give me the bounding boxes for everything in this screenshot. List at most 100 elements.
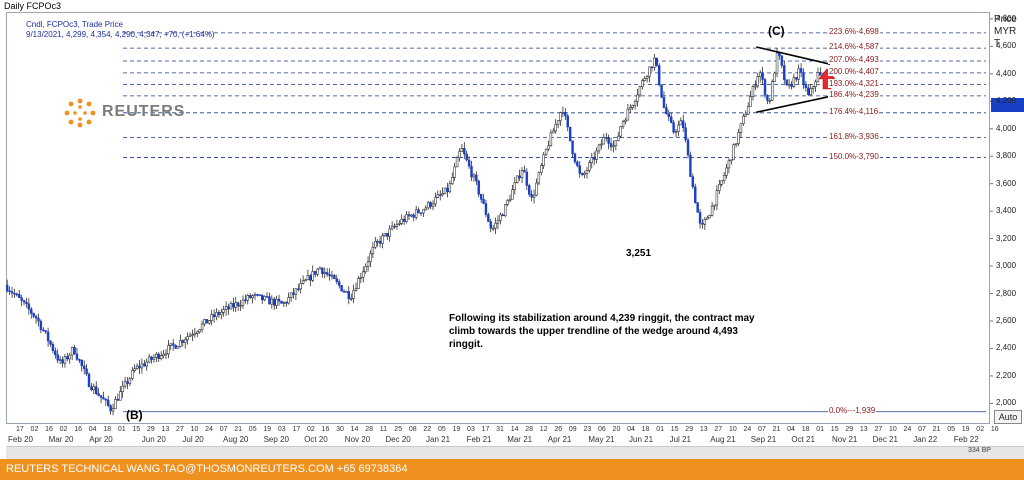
y-tick-label: 4,600 <box>996 41 1017 51</box>
analysis-annotation: Following its stabilization around 4,239… <box>449 313 755 350</box>
x-axis: 17 02 16 02 16 04 18 01 15 29 13 27 10 24 07 21 05 19 03 17… <box>6 424 999 446</box>
axis-title-price: Price <box>994 14 1017 25</box>
y-tick-label: 4,800 <box>996 13 1017 23</box>
x-tick-label: 13 <box>859 426 868 433</box>
y-tick-label: 3,400 <box>996 206 1017 216</box>
x-tick-label: 10 <box>190 426 199 433</box>
footer-bar: REUTERS TECHNICAL WANG.TAO@THOSMONREUTER… <box>0 459 1024 480</box>
time-scrollbar[interactable]: 334 BP <box>6 446 1024 459</box>
fib-level-label: 186.4%-4,239 <box>828 89 880 99</box>
x-tick-label: 19 <box>263 426 272 433</box>
x-tick-label: 16 <box>990 426 999 433</box>
x-tick-label: 21 <box>234 426 243 433</box>
x-tick-label: 18 <box>103 426 112 433</box>
x-tick-label: 01 <box>656 426 664 433</box>
reuters-logo: REUTERS <box>62 96 184 130</box>
x-tick-label: 18 <box>641 426 650 433</box>
x-month-label: Nov 21 <box>832 435 858 444</box>
x-month-label: Dec 21 <box>872 435 898 444</box>
x-tick-label: 29 <box>685 426 694 433</box>
y-tick-label: 4,400 <box>996 68 1017 78</box>
x-tick-label: 16 <box>74 426 82 433</box>
fib-level-label: 214.6%-4,587 <box>828 42 880 52</box>
auto-scale-button[interactable]: Auto <box>994 410 1022 424</box>
x-tick-label: 06 <box>598 426 606 433</box>
x-tick-label: 15 <box>132 426 141 433</box>
x-tick-label: 02 <box>30 426 39 433</box>
x-tick-label: 30 <box>336 426 344 433</box>
x-tick-label: 12 <box>539 426 548 433</box>
y-tick-label: 3,600 <box>996 178 1017 188</box>
x-month-label: Jul 21 <box>669 435 691 444</box>
x-tick-label: 05 <box>437 426 446 433</box>
x-tick-label: 13 <box>699 426 708 433</box>
fib-level-label: 161.8%-3,936 <box>828 131 880 141</box>
x-tick-label: 11 <box>379 426 388 433</box>
x-month-label: Nov 20 <box>344 435 371 444</box>
x-month-label: Jun 21 <box>629 435 654 444</box>
x-month-label: Jun 20 <box>141 435 166 444</box>
x-tick-label: 15 <box>670 426 679 433</box>
x-tick-label: 01 <box>117 426 126 433</box>
fib-level-label: 176.4%-4,116 <box>828 106 880 116</box>
x-tick-label: 10 <box>728 426 737 433</box>
window-title: Daily FCPOc3 <box>4 1 62 11</box>
x-month-label: Apr 21 <box>547 435 572 444</box>
fib-level-label: 200.0%-4,407 <box>828 66 880 76</box>
axis-title-unit: T <box>994 38 1001 49</box>
x-tick-label: 09 <box>568 426 577 433</box>
x-month-label: Jan 22 <box>913 435 938 444</box>
reuters-logo-text: REUTERS <box>102 103 186 120</box>
y-tick-label: 2,400 <box>996 343 1017 353</box>
x-tick-label: 16 <box>45 426 53 433</box>
price-axis-title: Price MYR T <box>994 14 1024 50</box>
x-tick-label: 07 <box>758 426 766 433</box>
x-month-label: Dec 20 <box>385 435 411 444</box>
y-tick-label: 2,600 <box>996 316 1017 325</box>
x-tick-label: 28 <box>525 426 534 433</box>
x-tick-label: 01 <box>816 426 825 433</box>
last-bar-info: 9/13/2021, 4,299, 4,354, 4,290, 4,347, +… <box>26 30 215 39</box>
reuters-logo-icon <box>64 98 96 128</box>
x-tick-label: 31 <box>496 426 504 433</box>
x-month-label: Oct 20 <box>304 435 328 444</box>
x-tick-label: 04 <box>627 426 635 433</box>
fib-level-label: 207.0%-4,493 <box>828 55 880 65</box>
x-tick-label: 10 <box>889 426 897 433</box>
x-tick-label: 04 <box>88 426 97 433</box>
instrument-info: Cndl, FCPOc3, Trade Price <box>26 20 123 29</box>
fib-level-label: 193.0%-4,321 <box>828 78 880 88</box>
x-tick-label: 28 <box>365 426 373 433</box>
y-tick-label: 2,200 <box>996 370 1017 380</box>
x-tick-label: 27 <box>714 426 723 433</box>
x-tick-label: 03 <box>277 426 286 433</box>
y-tick-label: 2,800 <box>996 288 1017 298</box>
x-tick-label: 22 <box>423 426 432 433</box>
x-tick-label: 05 <box>248 426 257 433</box>
x-tick-label: 15 <box>830 426 839 433</box>
x-tick-label: 04 <box>787 426 795 433</box>
x-tick-label: 14 <box>350 426 359 433</box>
x-tick-label: 24 <box>205 426 213 433</box>
x-month-label: Mar 20 <box>48 435 74 444</box>
y-tick-label: 3,200 <box>996 233 1017 243</box>
x-tick-label: 05 <box>947 426 955 433</box>
y-tick-label: 2,000 <box>996 398 1017 408</box>
current-price-marker <box>991 98 1024 112</box>
x-tick-label: 16 <box>321 426 330 433</box>
x-month-label: May 21 <box>588 435 615 444</box>
x-tick-label: 23 <box>583 426 592 433</box>
x-tick-label: 17 <box>292 426 301 433</box>
x-month-label: Sep 20 <box>263 435 289 444</box>
x-tick-label: 29 <box>845 426 854 433</box>
x-tick-label: 07 <box>219 426 228 433</box>
x-tick-label: 02 <box>976 426 985 433</box>
x-tick-label: 27 <box>874 426 883 433</box>
y-tick-label: 3,800 <box>996 151 1017 161</box>
x-tick-label: 07 <box>918 426 926 433</box>
x-tick-label: 27 <box>176 426 184 433</box>
x-month-label: Feb 22 <box>953 435 979 444</box>
fib-level-label: 223.6%-4,698 <box>828 26 880 36</box>
scrollbar-text: 334 BP <box>968 447 991 454</box>
x-month-label: Mar 21 <box>507 435 533 444</box>
